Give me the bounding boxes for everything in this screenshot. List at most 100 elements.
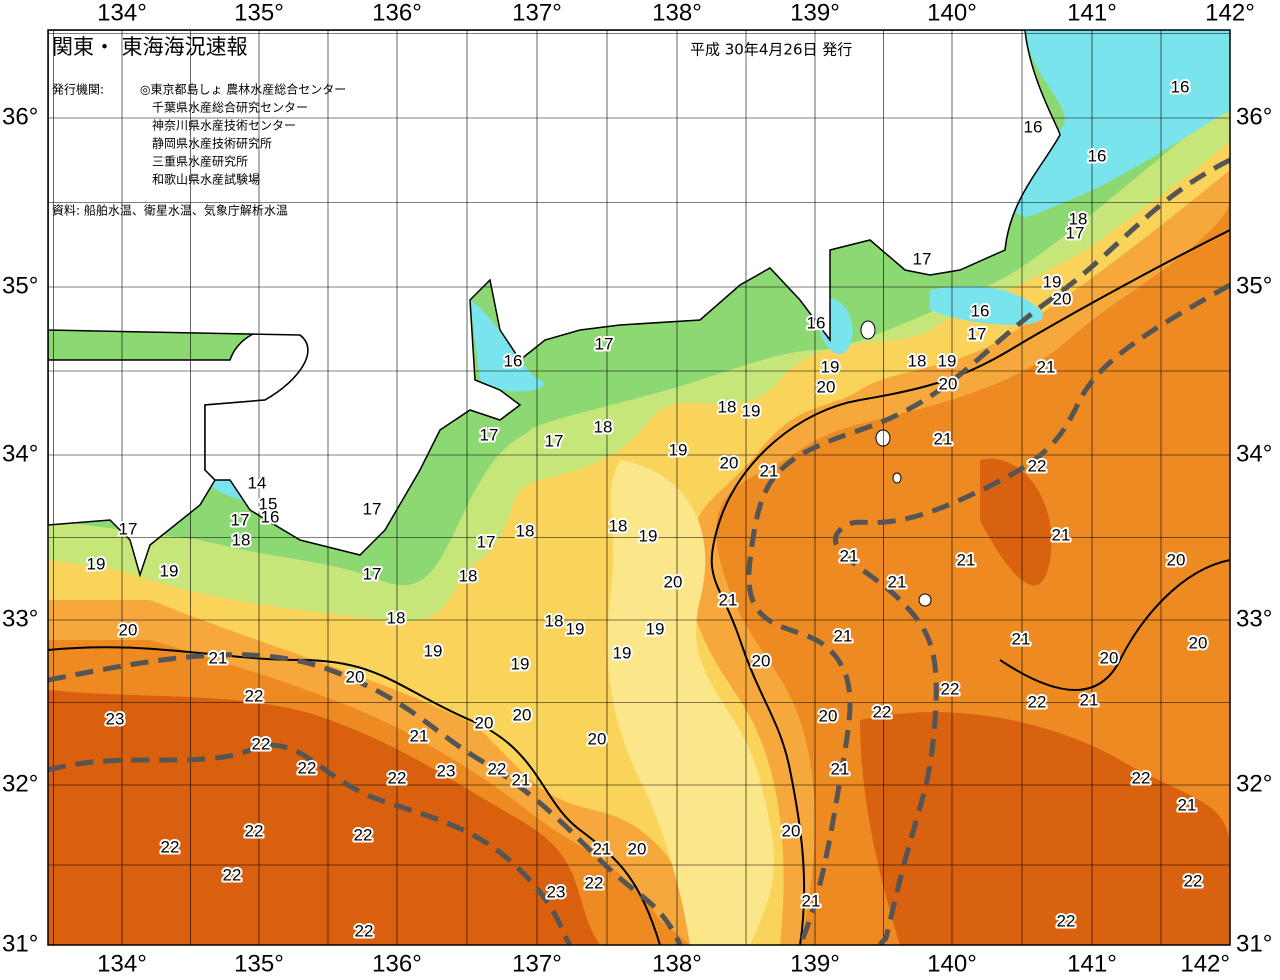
isotherm-label: 16 [261,507,280,526]
isotherm-label: 20 [1189,633,1208,652]
isotherm-label: 20 [628,839,647,858]
sea-23 [48,690,600,945]
isotherm-label: 22 [298,758,317,777]
sea-cold [470,300,545,392]
latitude-label: 32° [2,770,38,797]
isotherm-label: 21 [831,759,850,778]
isotherm-label: 21 [512,770,531,789]
contours [48,229,1230,945]
sea-22 [980,458,1052,586]
isotherm-label: 21 [209,648,228,667]
kuroshio-path [48,157,1230,945]
isotherm-label: 18 [545,611,564,630]
isotherm-label: 17 [477,532,496,551]
isotherm-label: 22 [223,865,242,884]
sea-22 [860,712,1230,945]
longitude-label: 137° [512,0,562,26]
isotherm-label: 20 [939,374,958,393]
longitude-label: 137° [512,950,562,977]
isotherm-label: 20 [1053,289,1072,308]
longitude-label: 134° [97,0,147,26]
isotherm-label: 22 [488,759,507,778]
isotherm-label: 21 [957,550,976,569]
isotherm-label: 19 [742,401,761,420]
latitude-label: 33° [2,605,38,632]
isotherm-label: 18 [908,351,927,370]
isotherm-label: 21 [1178,795,1197,814]
isotherm-label: 19 [669,440,688,459]
issuer: 和歌山県水産試験場 [152,172,260,187]
latitude-label: 35° [2,272,38,299]
longitude-label: 135° [234,950,284,977]
isotherm-label: 19 [938,351,957,370]
isotherm-label: 22 [252,734,271,753]
isotherm-label: 21 [834,626,853,645]
isotherm-label: 17 [1066,223,1085,242]
latitude-label: 32° [1236,770,1272,797]
isotherm-label: 22 [1028,456,1047,475]
isotherm-label: 17 [595,334,614,353]
isotherm-label: 17 [231,510,250,529]
isotherm-label: 19 [821,357,840,376]
graticule [48,30,1230,945]
isotherm-label: 19 [424,641,443,660]
latitude-label: 36° [2,103,38,130]
latitude-label: 31° [1236,930,1272,957]
sea-cold [930,286,1044,325]
isotherm-label: 14 [248,473,267,492]
isotherm-label: 17 [913,249,932,268]
isotherm-label: 17 [545,431,564,450]
isotherm-label: 20 [817,377,836,396]
isotherm-label: 21 [719,590,738,609]
isotherm-label: 21 [1052,525,1071,544]
latitude-label: 36° [1236,103,1272,130]
isotherm-label: 21 [410,726,429,745]
title: 関東・ 東海海況速報 [52,35,248,59]
isotherm-label: 20 [819,706,838,725]
isotherm-label: 21 [1037,357,1056,376]
isotherm-label: 23 [437,761,456,780]
longitude-label: 141° [1067,0,1117,26]
isotherm-label: 20 [1100,648,1119,667]
island [875,429,891,447]
longitude-label: 141° [1067,950,1117,977]
issuer: 静岡県水産技術研究所 [152,136,272,151]
isotherm-label: 19 [646,619,665,638]
isotherm-label: 21 [1080,690,1099,709]
isotherm-label: 19 [511,654,530,673]
latitude-label: 34° [1236,440,1272,467]
isotherm-label: 22 [941,679,960,698]
longitude-label: 135° [234,0,284,26]
isotherm-label: 19 [613,643,632,662]
isotherm-label: 20 [475,713,494,732]
longitude-label: 142° [1205,0,1255,26]
sea-cold [1005,30,1230,217]
isotherm-label: 16 [971,301,990,320]
isotherm-label: 22 [1028,692,1047,711]
isotherm-label: 18 [232,530,251,549]
longitude-label: 139° [790,950,840,977]
isotherm-label: 18 [594,417,613,436]
isotherm-label: 22 [245,686,264,705]
isotherm-label: 18 [1069,209,1088,228]
longitude-label: 134° [97,950,147,977]
isotherm-label: 22 [388,768,407,787]
longitude-label: 138° [652,0,702,26]
issuer: 神奈川県水産技術センター [152,118,296,133]
issuer: ◎東京都島しょ 農林水産総合センター [140,82,346,97]
isotherm-label: 16 [504,351,523,370]
latitude-label: 35° [1236,272,1272,299]
isotherm-label: 19 [160,561,179,580]
isotherm-label: 21 [934,429,953,448]
island [860,320,876,340]
isotherm-label: 16 [1088,146,1107,165]
isotherm-label: 22 [1057,911,1076,930]
isotherm-label: 21 [760,461,779,480]
island [918,593,932,607]
isotherm-label: 17 [363,499,382,518]
isotherm-label: 21 [1012,629,1031,648]
isotherm-label: 20 [782,821,801,840]
isotherm-label: 18 [718,397,737,416]
